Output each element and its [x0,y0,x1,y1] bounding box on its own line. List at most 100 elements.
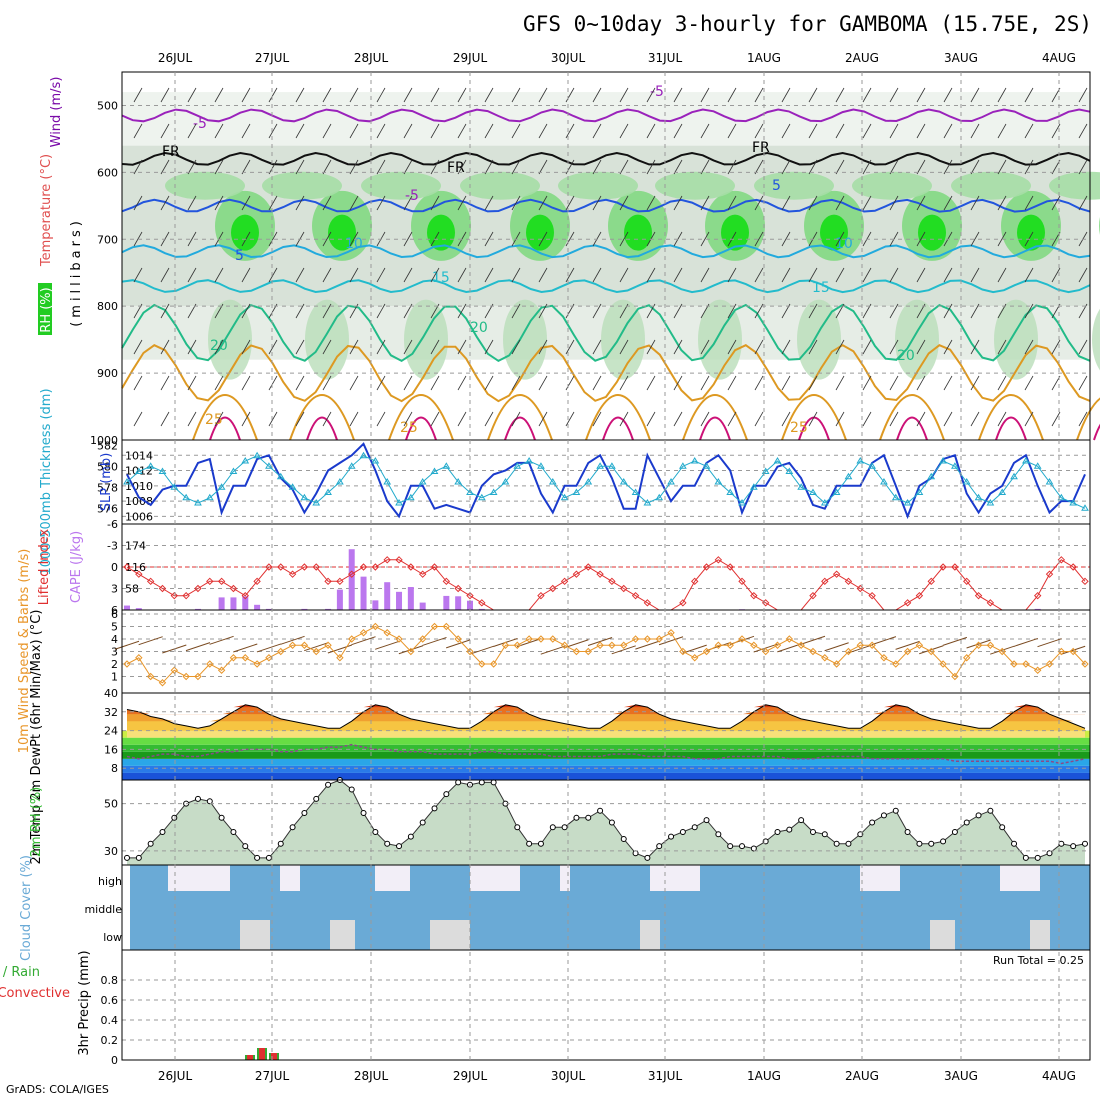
cloud-clear-high [280,865,300,891]
wind-barb [1078,411,1088,427]
wind-barb [619,123,629,139]
wind-barb [114,640,140,650]
pressure-tick-label: 1000 [90,434,118,447]
lifted-index-point [939,563,947,571]
lifted-index-point [146,577,155,586]
dewpoint-band [122,751,1090,759]
lifted-index-point [371,563,380,571]
wind-barb [754,159,764,175]
wind-speed-point [1045,660,1054,668]
thickness-line [126,455,1086,509]
wind-barb [970,339,980,355]
lifted-index-point [738,577,746,586]
wind-barb [565,159,575,175]
wind-barb [673,87,683,103]
wind-barb [187,159,197,175]
rh-moist-blob [1092,308,1100,371]
wind-barb [1024,159,1034,175]
wind-barb [565,411,575,427]
cape-bar [396,591,403,610]
isotherm-line [121,108,1091,123]
lifted-index-point [726,563,734,571]
thickness-point [359,451,368,459]
wind-speed-point [418,635,427,643]
wind-speed-point [750,641,758,649]
slp-axis-label: SLP (mb) [99,453,114,512]
wind-barb [376,195,386,211]
cape-axis-label: CAPE (J/kg) [69,531,84,603]
wind-speed-point [785,635,794,643]
wind-speed-point [880,654,888,662]
rh-point [774,828,781,835]
wind-barb [133,195,143,211]
wind-barb [808,411,818,427]
rh-point [845,840,852,847]
thickness-point [891,493,900,501]
wind-barb [538,231,548,247]
wind-barb [781,375,791,391]
wind-barb [970,267,980,283]
wind-speed-point [584,647,592,656]
wind-barb [1051,123,1061,139]
lifted-index-point [986,599,995,607]
isotherm-line [121,303,1091,363]
cloud-clear-high [560,865,570,891]
wind-speed-point [537,635,545,643]
wind-barb [538,339,548,355]
wind-speed-point [135,654,143,662]
wind-barb [916,159,926,175]
wind-barb [808,195,818,211]
thickness-point [241,457,250,464]
isotherm-arc [585,394,651,441]
wind-speed-point [300,641,309,649]
thickness-point [134,467,143,474]
rh-point [880,812,887,819]
isotherm-arc [682,394,748,441]
cloud-clear-high [470,865,520,891]
contour-label: 10 [835,236,853,252]
wind-barb [754,411,764,427]
thickness-point [477,493,486,501]
rh-moist-blob [951,171,1031,200]
thickness-point [146,462,155,469]
wind-barb [538,267,548,283]
run-total-label: Run Total = 0.25 [993,954,1084,967]
wind-barb [889,411,899,427]
wind-barb [214,267,224,283]
wind-barb [808,375,818,391]
lifted-index-point [418,570,427,578]
wind-barb [484,231,494,247]
rh-wet-core [328,214,356,251]
thickness-point [300,493,309,501]
wind-barb [943,303,953,319]
rh-wet-core [1017,214,1045,251]
rh-point [171,814,178,821]
wind-speed-point [265,654,273,662]
wind-barb [889,195,899,211]
date-label-top: 28JUL [354,51,389,65]
wind-speed-point [726,641,734,649]
wind-barb [349,339,359,355]
cape-bar [407,587,414,610]
wind-barb [138,636,163,646]
rh-line [127,779,1086,859]
wind-tick-label: 2 [111,658,118,671]
wind-barb [268,123,278,139]
contour-label: 20 [897,348,915,364]
wind-barb [619,375,629,391]
wind-barb [970,87,980,103]
lifted-index-point [241,591,249,600]
cape-tick-label: 116 [125,561,146,574]
rh-band-high [122,92,1090,146]
wind-speed-point [667,629,675,637]
wind-speed-point [809,647,817,656]
wind-barb [781,123,791,139]
temp-line [126,704,1086,729]
wind-barb [646,411,656,427]
lifted-index-point [288,570,297,578]
rh-point [1011,840,1018,847]
thickness-point [619,478,628,485]
wind-barb [185,642,211,652]
wind-barb [970,123,980,139]
wind-speed-point [525,635,533,643]
